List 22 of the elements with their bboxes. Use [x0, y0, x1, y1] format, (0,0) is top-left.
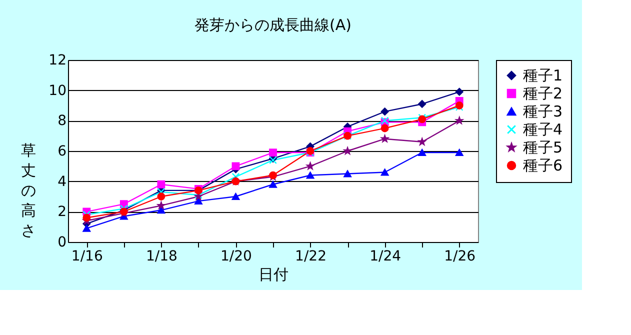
chart-title: 発芽からの成長曲線(A) [194, 16, 352, 34]
legend-label: 種子5 [523, 138, 563, 156]
y-tick-label: 12 [48, 52, 66, 68]
x-tick-label: 1/26 [444, 248, 476, 264]
y-tick-label: 0 [58, 234, 66, 250]
y-tick-label: 8 [58, 113, 66, 130]
legend-label: 種子6 [523, 156, 563, 174]
legend-label: 種子4 [523, 120, 563, 138]
x-tick-label: 1/18 [146, 248, 178, 264]
legend-label: 種子2 [523, 84, 563, 102]
x-tick-label: 1/22 [295, 248, 326, 264]
x-tick-label: 1/24 [370, 248, 402, 264]
x-axis-title: 日付 [258, 266, 288, 284]
x-tick-label: 1/16 [71, 248, 103, 264]
legend-label: 種子3 [523, 102, 563, 120]
y-tick-label: 4 [58, 174, 67, 190]
y-tick-label: 2 [58, 204, 66, 220]
y-tick-label: 6 [58, 144, 67, 160]
legend-label: 種子1 [523, 66, 563, 84]
y-tick-label: 10 [48, 82, 66, 99]
x-tick-label: 1/20 [220, 248, 252, 264]
y-axis-title: 草丈の高さ [21, 142, 36, 240]
